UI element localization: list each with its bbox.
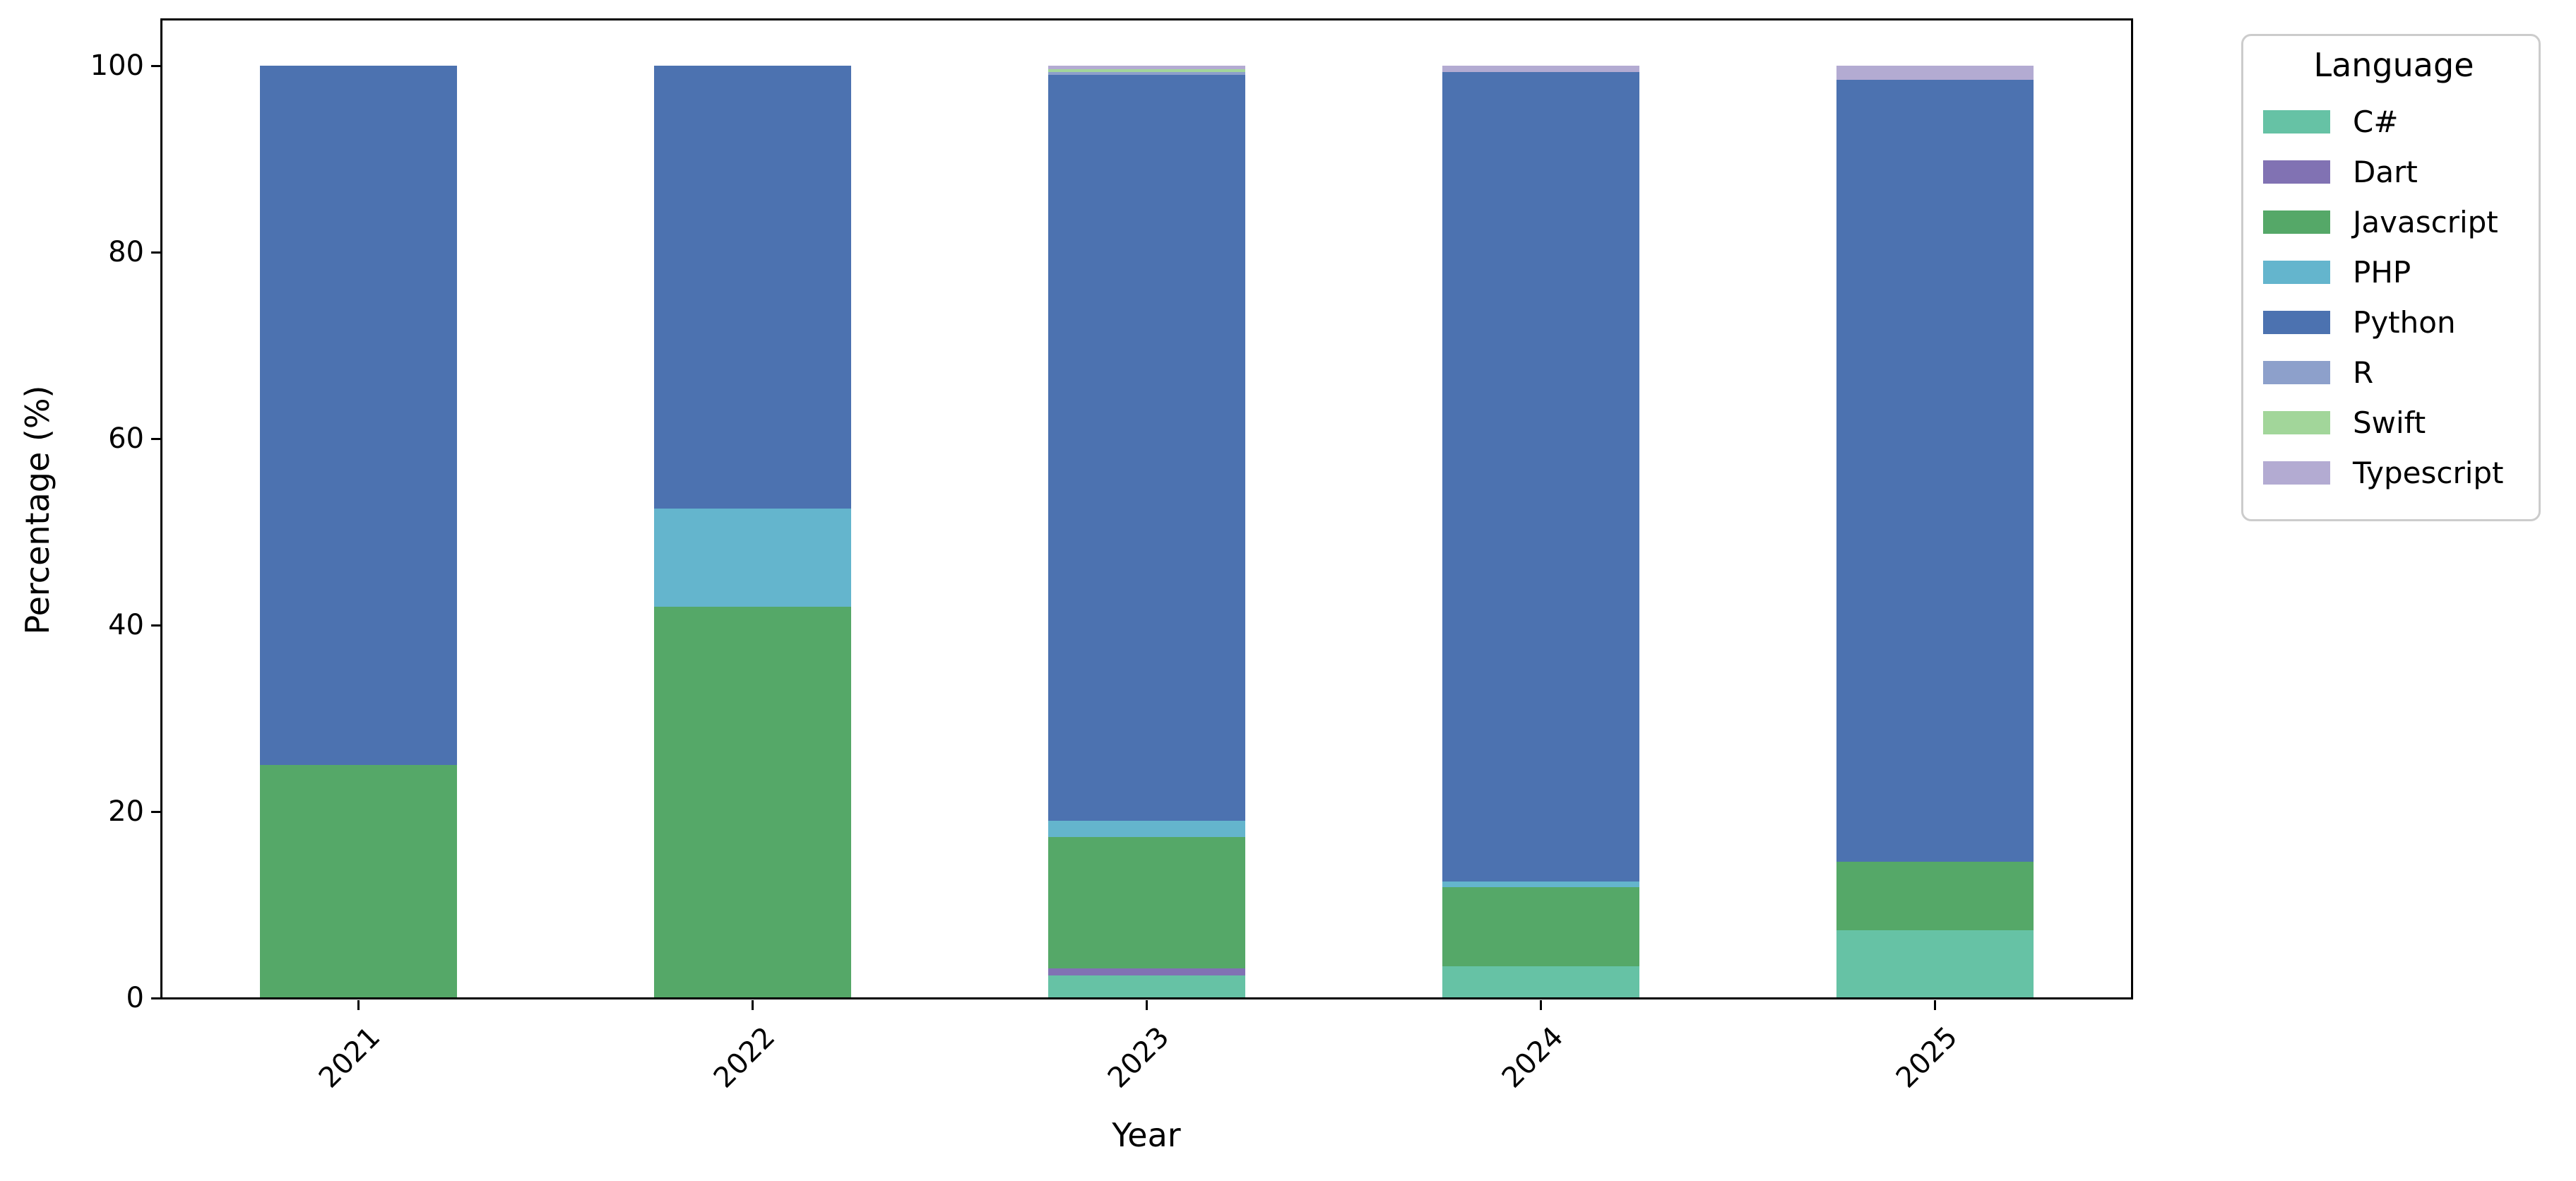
bar-segment-2023-PHP <box>1048 821 1245 837</box>
x-tick-label: 2022 <box>707 1021 781 1095</box>
bar-segment-2024-Typescript <box>1442 66 1640 73</box>
legend-label: Python <box>2353 305 2456 340</box>
bar-segment-2021-Javascript <box>259 765 457 998</box>
bar-segment-2023-Swift <box>1048 69 1245 72</box>
bar-segment-2025-C# <box>1836 930 2034 998</box>
bar-segment-2023-Javascript <box>1048 836 1245 968</box>
legend-item-C#: C# <box>2263 97 2524 147</box>
bar-segment-2022-Javascript <box>653 606 851 998</box>
x-tick-label: 2023 <box>1101 1021 1176 1095</box>
legend-item-Javascript: Javascript <box>2263 197 2524 247</box>
y-tick-mark <box>151 997 161 999</box>
legend-items: C# Dart Javascript PHP Python R Swift Typescrip… <box>2263 97 2524 498</box>
legend-swatch-icon <box>2263 160 2330 184</box>
x-tick-label: 2024 <box>1495 1021 1570 1095</box>
y-tick-label: 40 <box>108 609 144 641</box>
legend-item-R: R <box>2263 348 2524 398</box>
y-tick-mark <box>151 251 161 254</box>
legend-swatch-icon <box>2263 261 2330 284</box>
y-tick-label: 0 <box>126 982 144 1014</box>
legend-label: C# <box>2353 105 2399 139</box>
x-axis-label: Year <box>1112 1116 1181 1154</box>
legend-item-Dart: Dart <box>2263 147 2524 197</box>
bar-segment-2024-PHP <box>1442 882 1640 887</box>
legend-label: R <box>2353 355 2374 390</box>
bar-segment-2024-C# <box>1442 966 1640 998</box>
legend-title: Language <box>2313 46 2474 84</box>
y-tick-mark <box>151 624 161 627</box>
x-tick-label: 2025 <box>1889 1021 1964 1095</box>
legend-label: Typescript <box>2353 456 2504 490</box>
x-tick-mark <box>1934 1000 1937 1010</box>
bar-segment-2023-C# <box>1048 975 1245 998</box>
bar-segment-2023-R <box>1048 71 1245 76</box>
x-tick-mark <box>751 1000 754 1010</box>
bar-segment-2023-Dart <box>1048 968 1245 976</box>
y-tick-label: 80 <box>108 236 144 268</box>
legend-label: PHP <box>2353 255 2411 290</box>
y-axis-label: Percentage (%) <box>18 385 57 635</box>
x-tick-mark <box>1540 1000 1543 1010</box>
y-tick-mark <box>151 64 161 67</box>
y-tick-mark <box>151 437 161 440</box>
bar-segment-2023-Typescript <box>1048 66 1245 69</box>
bar-segment-2025-Javascript <box>1836 862 2034 930</box>
legend-label: Dart <box>2353 155 2418 189</box>
legend-item-Python: Python <box>2263 297 2524 348</box>
bar-segment-2025-Python <box>1836 79 2034 862</box>
y-tick-label: 20 <box>108 795 144 828</box>
legend-swatch-icon <box>2263 110 2330 133</box>
bar-segment-2024-Javascript <box>1442 886 1640 967</box>
legend-swatch-icon <box>2263 311 2330 334</box>
legend-label: Swift <box>2353 405 2426 440</box>
legend-item-PHP: PHP <box>2263 247 2524 297</box>
legend-swatch-icon <box>2263 411 2330 434</box>
bar-segment-2025-Typescript <box>1836 66 2034 80</box>
bar-segment-2023-Python <box>1048 75 1245 821</box>
bar-segment-2022-PHP <box>653 509 851 607</box>
bar-segment-2021-Python <box>259 66 457 765</box>
legend-item-Typescript: Typescript <box>2263 448 2524 498</box>
y-tick-label: 100 <box>90 49 144 82</box>
x-tick-label: 2021 <box>313 1021 387 1095</box>
legend-item-Swift: Swift <box>2263 398 2524 448</box>
y-tick-label: 60 <box>108 422 144 455</box>
legend-label: Javascript <box>2353 205 2498 239</box>
legend-swatch-icon <box>2263 461 2330 485</box>
legend-swatch-icon <box>2263 210 2330 234</box>
y-tick-mark <box>151 810 161 813</box>
bar-segment-2022-Python <box>653 66 851 509</box>
x-tick-mark <box>1146 1000 1148 1010</box>
legend-box: Language C# Dart Javascript PHP Python R Swift… <box>2241 34 2541 521</box>
bar-segment-2024-Python <box>1442 72 1640 882</box>
x-tick-mark <box>357 1000 360 1010</box>
legend-swatch-icon <box>2263 361 2330 384</box>
